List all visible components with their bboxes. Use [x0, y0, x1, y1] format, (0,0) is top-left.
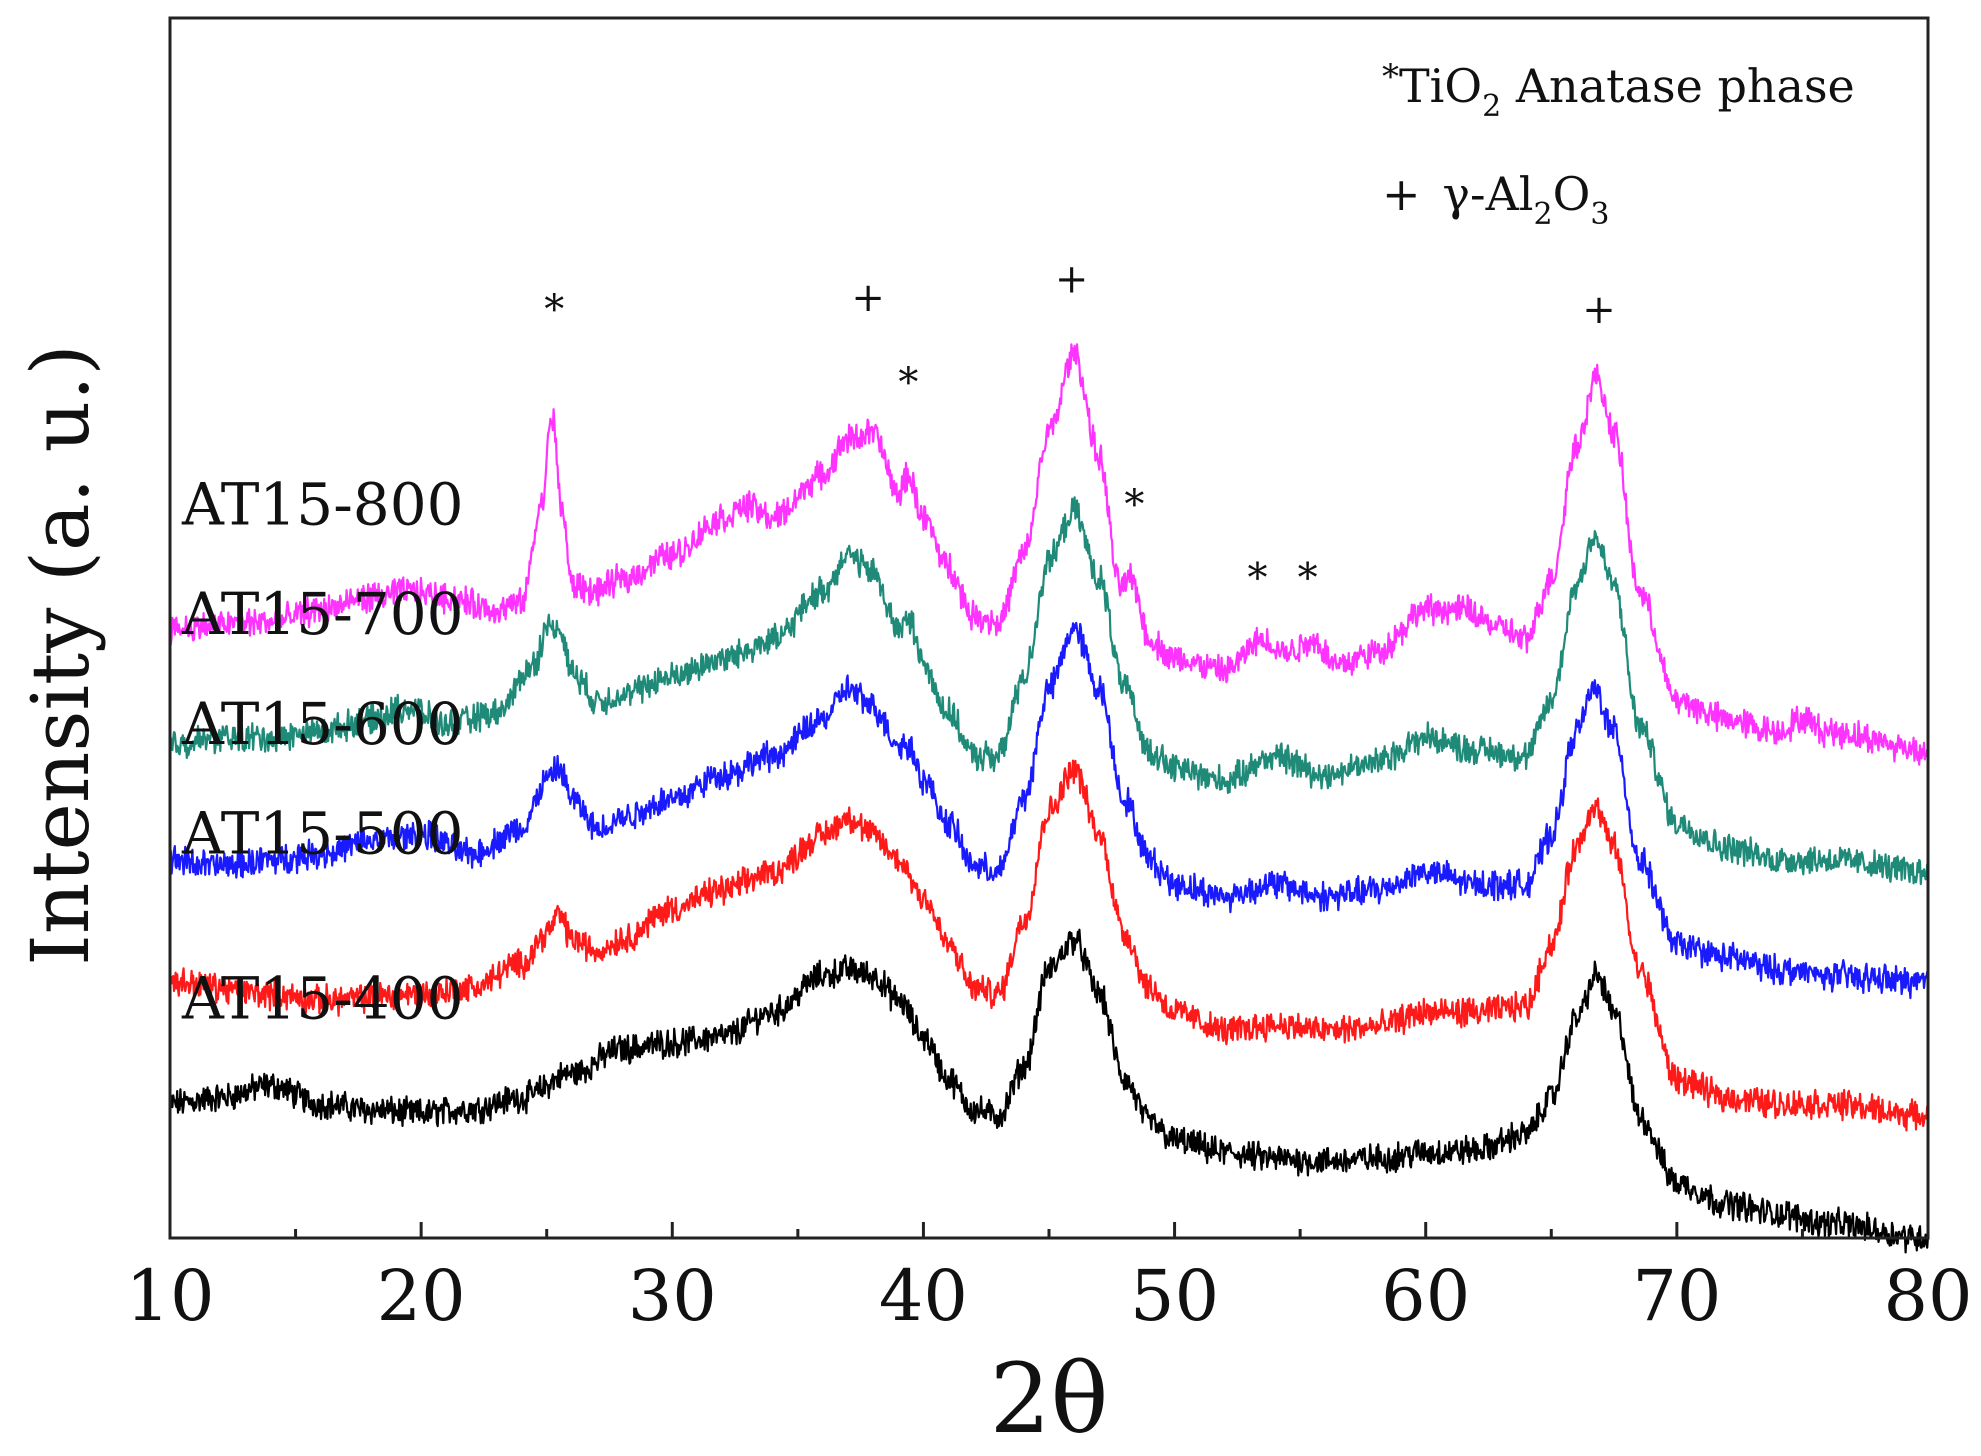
- x-tick-label-60: 60: [1381, 1255, 1470, 1337]
- legend-sub-anatase: 2: [1482, 89, 1501, 124]
- anatase-marker-4: *: [1124, 482, 1144, 528]
- series-line-at15-800: [168, 343, 1930, 766]
- series-labels: AT15-400 AT15-500 AT15-600 AT15-700 AT15-800: [181, 470, 464, 1032]
- legend-entry-alumina: + γ-Al2O3: [1382, 167, 1609, 232]
- svg-text:*TiO2 Anatase phase: *TiO2 Anatase phase: [1382, 57, 1855, 124]
- gamma-alumina-marker-1: +: [851, 275, 885, 321]
- anatase-marker-0: *: [544, 287, 564, 333]
- x-axis-label: 2θ: [990, 1343, 1109, 1455]
- x-tick-label-70: 70: [1632, 1255, 1721, 1337]
- x-tick-label-20: 20: [377, 1255, 466, 1337]
- gamma-alumina-marker-7: +: [1582, 287, 1616, 333]
- series-label-at15-700: AT15-700: [181, 580, 464, 648]
- series-line-at15-700: [168, 496, 1930, 886]
- series-layer: [168, 343, 1930, 1254]
- x-axis: 10 20 30 40 50 60 70 80: [125, 1222, 1973, 1337]
- series-line-at15-600: [168, 621, 1930, 1000]
- legend-after-alumina: O: [1553, 167, 1591, 221]
- legend-after-anatase: Anatase phase: [1501, 59, 1855, 113]
- legend: *TiO2 Anatase phase + γ-Al2O3: [1382, 57, 1855, 232]
- legend-symbol-anatase: *: [1382, 57, 1399, 97]
- svg-text:+γ-Al2O3: + γ-Al2O3: [1382, 167, 1609, 232]
- peak-markers: * + * + * * * +: [544, 257, 1616, 602]
- series-label-at15-500: AT15-500: [181, 800, 464, 868]
- series-label-at15-800: AT15-800: [181, 470, 464, 538]
- x-tick-label-50: 50: [1130, 1255, 1219, 1337]
- legend-sub2-alumina: 3: [1590, 197, 1609, 232]
- series-label-at15-400: AT15-400: [181, 964, 464, 1032]
- series-line-at15-400: [168, 928, 1930, 1254]
- x-tick-label-10: 10: [125, 1255, 214, 1337]
- series-label-at15-600: AT15-600: [181, 690, 464, 758]
- x-tick-label-80: 80: [1883, 1255, 1972, 1337]
- legend-symbol-alumina: +: [1382, 167, 1421, 221]
- y-axis-label: Intensity (a. u.): [14, 344, 107, 965]
- anatase-marker-6: *: [1298, 555, 1318, 601]
- legend-sub-alumina: 2: [1534, 197, 1553, 232]
- x-tick-label-40: 40: [879, 1255, 968, 1337]
- legend-text-alumina: γ-Al: [1443, 167, 1534, 221]
- gamma-alumina-marker-3: +: [1055, 257, 1089, 303]
- legend-entry-anatase: *TiO2 Anatase phase: [1382, 57, 1855, 124]
- anatase-marker-2: *: [898, 360, 918, 406]
- anatase-marker-5: *: [1247, 555, 1267, 601]
- legend-text-anatase: TiO: [1399, 59, 1482, 113]
- x-tick-label-30: 30: [628, 1255, 717, 1337]
- series-line-at15-500: [168, 759, 1930, 1132]
